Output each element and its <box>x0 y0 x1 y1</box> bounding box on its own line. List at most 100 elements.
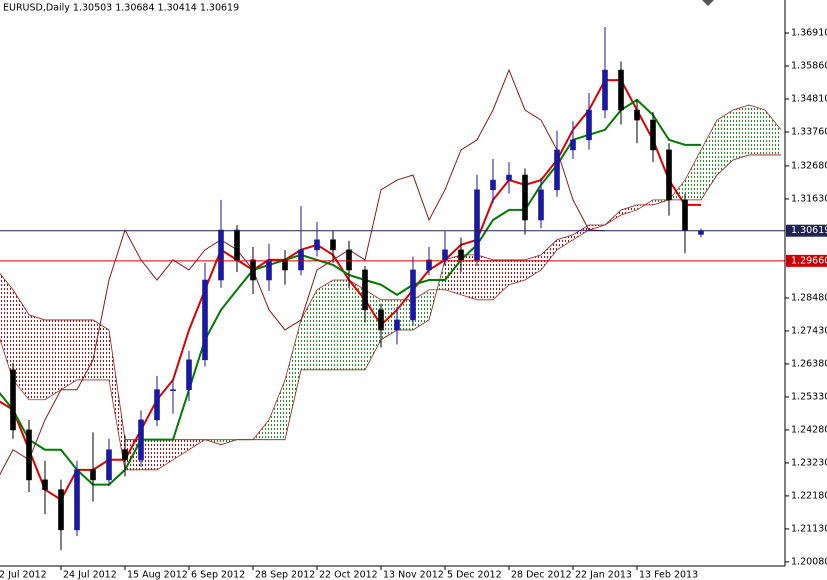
y-tick-label: 1.20080 <box>791 556 827 567</box>
candle-body <box>218 229 224 281</box>
y-tick-label: 1.25330 <box>791 391 827 402</box>
y-tick-label: 1.21130 <box>791 523 827 534</box>
candle-body <box>570 139 576 151</box>
x-tick-label: 5 Dec 2012 <box>447 570 502 580</box>
candle-body <box>378 309 384 331</box>
x-tick-label: 15 Aug 2012 <box>127 570 188 580</box>
cloud-bull <box>749 104 765 155</box>
y-tick-label: 1.23230 <box>791 457 827 468</box>
candle-body <box>250 259 256 281</box>
cloud-bear <box>0 273 13 380</box>
x-tick-label: 13 Feb 2013 <box>639 570 698 580</box>
senkou-span-b <box>0 154 781 446</box>
candle-body <box>26 429 32 481</box>
price-label: 1.29660 <box>791 255 827 266</box>
candle-body <box>554 149 560 191</box>
cloud-bull <box>381 299 397 340</box>
candle-body <box>666 149 672 201</box>
y-tick-label: 1.27430 <box>791 325 827 336</box>
cloud-bear <box>93 319 109 380</box>
cloud-bull <box>397 299 413 330</box>
candle-body <box>634 109 640 121</box>
candle-body <box>650 119 656 151</box>
cloud-bull <box>349 280 365 370</box>
cloud-bull <box>701 120 717 200</box>
price-label-box <box>786 254 827 267</box>
candle-body <box>394 319 400 331</box>
cloud-bull <box>733 104 749 160</box>
candle-body <box>10 369 16 431</box>
candle-body <box>234 229 240 261</box>
cloud-bear <box>509 259 525 285</box>
y-tick-label: 1.26380 <box>791 358 827 369</box>
x-tick-label: 24 Jul 2012 <box>63 570 117 580</box>
y-tick-label: 1.24280 <box>791 424 827 435</box>
y-tick-label: 1.22180 <box>791 490 827 501</box>
candle-body <box>442 249 448 261</box>
cloud-bear <box>573 225 589 240</box>
candle-body <box>138 419 144 461</box>
y-tick-label: 1.35860 <box>791 60 827 71</box>
cloud-bear <box>477 254 493 300</box>
x-tick-label: 13 Nov 2012 <box>383 570 444 580</box>
cloud-bear <box>621 204 637 215</box>
candle-body <box>186 359 192 390</box>
candle-body <box>410 269 416 321</box>
x-tick-label: 6 Sep 2012 <box>191 570 245 580</box>
candle-body <box>426 259 432 271</box>
candle-body <box>202 279 208 361</box>
cloud-bull <box>317 280 333 370</box>
price-label-box <box>786 224 827 237</box>
candle-body <box>122 449 128 461</box>
price-label: 1.30619 <box>791 225 827 236</box>
cloud-bull <box>413 289 429 330</box>
cloud-bull <box>365 289 381 370</box>
cloud-bear <box>141 439 157 470</box>
senkou-span-a <box>0 104 782 471</box>
candle-body <box>106 449 112 481</box>
y-tick-label: 1.33760 <box>791 126 827 137</box>
cloud-bear <box>13 289 29 400</box>
x-tick-label: 22 Jan 2013 <box>575 570 632 580</box>
cloud-bear <box>77 319 93 380</box>
x-tick-label: 22 Oct 2012 <box>319 570 378 580</box>
candle-body <box>74 469 80 531</box>
cloud-bear <box>173 439 189 460</box>
cloud-bear <box>45 319 61 400</box>
x-tick-label: 2 Jul 2012 <box>0 570 47 580</box>
candle-body <box>42 479 48 490</box>
cloud-bear <box>461 254 477 300</box>
scroll-marker <box>702 0 714 6</box>
candle-body <box>458 249 464 261</box>
cloud-bull <box>333 280 349 370</box>
y-tick-label: 1.34810 <box>791 93 827 104</box>
candle-body <box>282 259 288 271</box>
candle-body <box>586 109 592 141</box>
cloud-bear <box>493 259 509 300</box>
candle-body <box>58 489 64 531</box>
x-tick-label: 28 Sep 2012 <box>255 570 315 580</box>
candle-body <box>522 174 528 221</box>
y-tick-label: 1.31630 <box>791 193 827 204</box>
candle-body <box>474 189 480 261</box>
candle-body <box>682 199 688 231</box>
candle-body <box>362 269 368 311</box>
y-tick-label: 1.32680 <box>791 160 827 171</box>
cloud-bull <box>765 109 781 155</box>
cloud-bull <box>269 379 285 440</box>
candle-body <box>346 249 352 271</box>
chart-title: EURUSD,Daily 1.30503 1.30684 1.30414 1.3… <box>3 3 239 14</box>
candle-body <box>298 249 304 271</box>
candle-body <box>538 189 544 221</box>
candle-body <box>490 179 496 191</box>
cloud-bull <box>301 289 317 370</box>
candle-body <box>506 174 512 181</box>
candle-body <box>266 259 272 281</box>
plot-area <box>0 27 785 551</box>
candle-body <box>314 239 320 251</box>
cloud-bear <box>61 319 77 390</box>
candle-body <box>154 389 160 421</box>
candle-body <box>618 69 624 111</box>
candle-body <box>330 239 336 251</box>
